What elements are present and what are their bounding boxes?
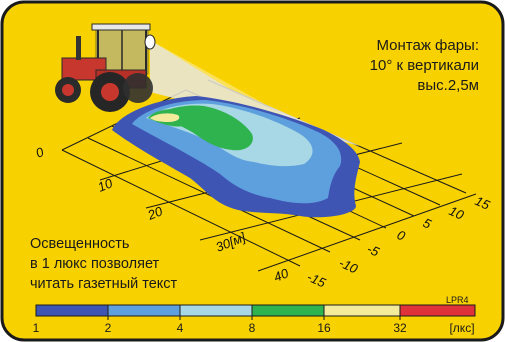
legend-swatch	[36, 305, 108, 316]
grid-line-lateral	[61, 149, 301, 267]
legend-label: 4	[176, 321, 184, 335]
legend-unit-label: [лкс]	[449, 321, 475, 335]
illumination-zones	[112, 96, 360, 218]
distance-tick-label: 10	[96, 175, 116, 195]
note-line: Освещенность	[30, 236, 130, 252]
legend-swatch	[324, 305, 400, 316]
tractor-rear-wheel-far	[123, 73, 153, 103]
mount-info-line: 10° к вертикали	[369, 57, 479, 74]
tractor-hood	[61, 57, 107, 81]
zone-16-lux	[150, 113, 180, 122]
legend-swatch	[400, 305, 475, 316]
legend-swatch	[252, 305, 324, 316]
mount-info: Монтаж фары: 10° к вертикали выс.2,5м	[370, 36, 479, 96]
grid-line-distance	[257, 193, 477, 272]
grid-line-lateral	[87, 137, 331, 253]
mount-info-line: выс.2,5м	[417, 77, 479, 94]
illumination-note: Освещенность в 1 люкс позволяет читать г…	[30, 234, 177, 294]
model-label: LPR4	[446, 295, 469, 305]
lateral-tick-label: 10	[447, 203, 467, 223]
distance-tick-label: 40	[272, 265, 292, 285]
note-line: в 1 люкс позволяет	[30, 256, 160, 272]
lateral-tick-label: 15	[473, 193, 493, 213]
light-beam	[150, 40, 360, 146]
tractor-exhaust	[76, 36, 81, 60]
legend-label: 2	[104, 321, 112, 335]
note-line: читать газетный текст	[30, 276, 178, 292]
distance-tick-label: 20	[145, 203, 166, 223]
legend-swatch	[180, 305, 252, 316]
legend-swatch	[108, 305, 180, 316]
legend-label: 16	[317, 321, 331, 335]
headlight-icon	[144, 34, 156, 50]
lateral-tick-label: -15	[305, 269, 329, 291]
legend-label: 32	[393, 321, 407, 335]
mount-info-line: Монтаж фары:	[376, 37, 479, 54]
legend-label: 1	[32, 321, 40, 335]
lux-legend-bar	[35, 304, 476, 320]
tractor-illustration	[55, 23, 156, 112]
legend-label: 8	[248, 321, 256, 335]
lateral-tick-label: -10	[337, 255, 361, 277]
tractor-cab-roof	[91, 23, 151, 31]
